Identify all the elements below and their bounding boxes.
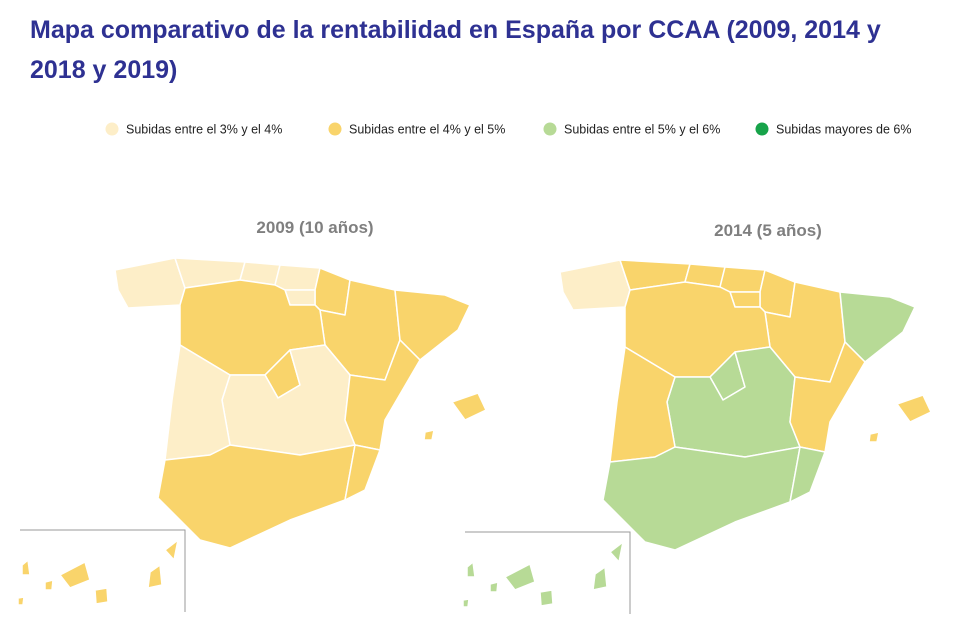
map bbox=[462, 259, 932, 614]
legend-swatch bbox=[543, 122, 557, 136]
region bbox=[719, 266, 766, 293]
map bbox=[17, 257, 487, 612]
map-title: 2009 (10 años) bbox=[256, 218, 373, 237]
inset-frame bbox=[20, 529, 186, 612]
region bbox=[789, 446, 826, 503]
region bbox=[559, 259, 631, 311]
region bbox=[274, 264, 321, 291]
legend-label: Subidas mayores de 6% bbox=[776, 122, 912, 136]
region bbox=[344, 444, 381, 501]
region bbox=[602, 446, 801, 551]
region bbox=[114, 257, 186, 309]
legend-swatch bbox=[105, 122, 119, 136]
region bbox=[157, 444, 356, 549]
region bbox=[17, 539, 179, 606]
region bbox=[462, 541, 624, 608]
inset-frame bbox=[465, 531, 631, 614]
legend-label: Subidas entre el 3% y el 4% bbox=[126, 122, 282, 136]
region bbox=[423, 392, 487, 441]
region bbox=[789, 341, 866, 453]
page-title: Mapa comparativo de la rentabilidad en E… bbox=[30, 16, 881, 84]
legend-swatch bbox=[755, 122, 769, 136]
legend-label: Subidas entre el 5% y el 6% bbox=[564, 122, 720, 136]
map-title: 2014 (5 años) bbox=[714, 221, 822, 240]
region bbox=[868, 394, 932, 443]
region bbox=[759, 269, 796, 318]
region bbox=[344, 339, 421, 451]
legend-swatch bbox=[328, 122, 342, 136]
region bbox=[314, 267, 351, 316]
legend-label: Subidas entre el 4% y el 5% bbox=[349, 122, 505, 136]
